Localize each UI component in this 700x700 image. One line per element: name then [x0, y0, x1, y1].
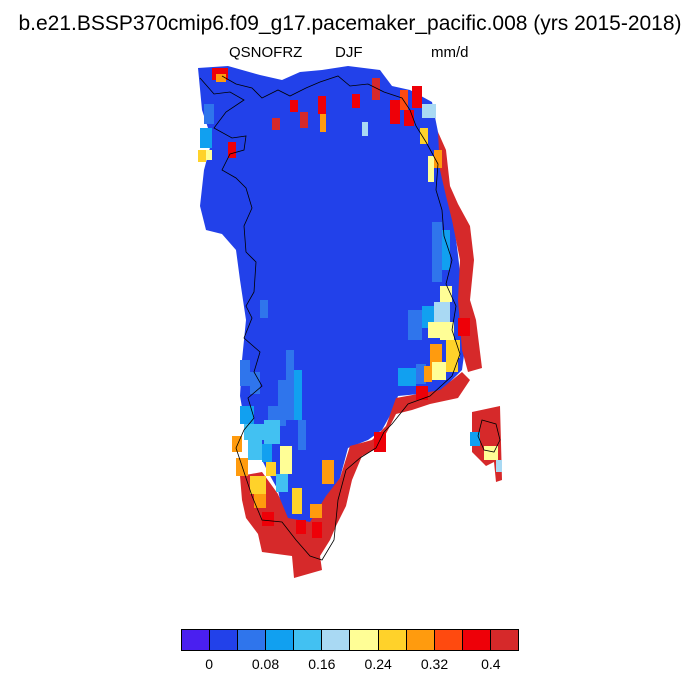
coastal-warm-cells [198, 68, 502, 578]
cell [440, 322, 454, 340]
ice-sheet-field [198, 66, 466, 530]
cell [362, 122, 368, 136]
colorbar-swatch [294, 630, 323, 650]
cell [352, 94, 360, 108]
cell [442, 230, 450, 270]
cell [260, 300, 268, 318]
colorbar-swatch [434, 630, 463, 650]
colorbar-swatch [378, 630, 407, 650]
cell [248, 440, 262, 460]
colorbar-tick-label: 0.32 [420, 656, 449, 672]
cell [278, 380, 286, 426]
variable-label: QSNOFRZ [229, 44, 303, 61]
cell [276, 474, 288, 492]
cell [262, 444, 272, 462]
cell [216, 74, 226, 82]
cell [496, 460, 502, 472]
cell [458, 318, 470, 336]
cell [432, 222, 442, 282]
cell [420, 128, 428, 144]
cell [416, 364, 426, 384]
cell [416, 386, 428, 400]
cell [322, 460, 334, 484]
units-label: mm/d [431, 44, 469, 61]
cell [286, 350, 294, 420]
plot-title: b.e21.BSSP370cmip6.f09_g17.pacemaker_pac… [18, 12, 682, 35]
cell [290, 100, 298, 112]
cell [250, 476, 266, 494]
colorbar-swatch [490, 630, 518, 650]
colorbar-swatch [350, 630, 379, 650]
cell [250, 372, 260, 394]
cell [320, 114, 326, 132]
colorbar-swatch [266, 630, 295, 650]
cell [434, 302, 450, 322]
cell [434, 150, 442, 168]
cell [446, 340, 460, 358]
island-coastline [477, 419, 501, 453]
cell [390, 100, 400, 124]
cell [200, 128, 212, 148]
cell [470, 432, 480, 446]
cell [408, 310, 422, 340]
cell [484, 446, 498, 460]
colorbar-tick-label: 0.16 [308, 656, 336, 672]
cell [318, 96, 326, 114]
colorbar-swatch [238, 630, 267, 650]
cell [232, 436, 242, 452]
colorbar-swatch [406, 630, 435, 650]
cell [432, 362, 446, 380]
cell [430, 344, 442, 366]
cell [292, 488, 302, 514]
cell [198, 150, 206, 162]
cell [244, 424, 264, 440]
cell [424, 366, 432, 382]
main-field-region [198, 66, 466, 530]
cell [428, 156, 434, 182]
cell [268, 406, 278, 428]
cell [240, 360, 250, 386]
cell [412, 86, 422, 108]
cell [296, 520, 306, 534]
cell [204, 104, 214, 124]
cell [240, 406, 254, 424]
cell [266, 462, 276, 476]
cell [228, 142, 236, 158]
cell [428, 322, 440, 338]
colorbar-swatch [210, 630, 239, 650]
cell [298, 420, 306, 450]
cell [312, 522, 322, 538]
cell [272, 118, 280, 130]
colorbar-tick-label: 0.08 [251, 656, 280, 672]
cell [262, 512, 274, 526]
coastline [199, 75, 501, 561]
cell [280, 446, 292, 474]
cell [206, 150, 212, 160]
cell [300, 112, 308, 128]
east-red-strip [438, 132, 482, 372]
colorbar-swatch [182, 630, 211, 650]
colorbar-swatch [462, 630, 491, 650]
cell [310, 504, 322, 518]
cell [372, 78, 380, 100]
cell [294, 370, 302, 420]
colorbar-swatch [322, 630, 351, 650]
cell [264, 420, 280, 444]
colorbar-tick-label: 0.24 [364, 656, 392, 672]
island-red [472, 406, 502, 482]
cell [398, 368, 416, 386]
coastline-path [199, 75, 461, 561]
colorbar-tick-label: 0.4 [481, 656, 501, 672]
cell [254, 494, 266, 508]
cell [400, 90, 408, 110]
cell [422, 104, 436, 118]
cell [374, 432, 386, 452]
colorbar [181, 629, 519, 651]
season-label: DJF [335, 44, 363, 61]
cell [404, 110, 414, 126]
colorbar-tick-label: 0 [205, 656, 214, 672]
